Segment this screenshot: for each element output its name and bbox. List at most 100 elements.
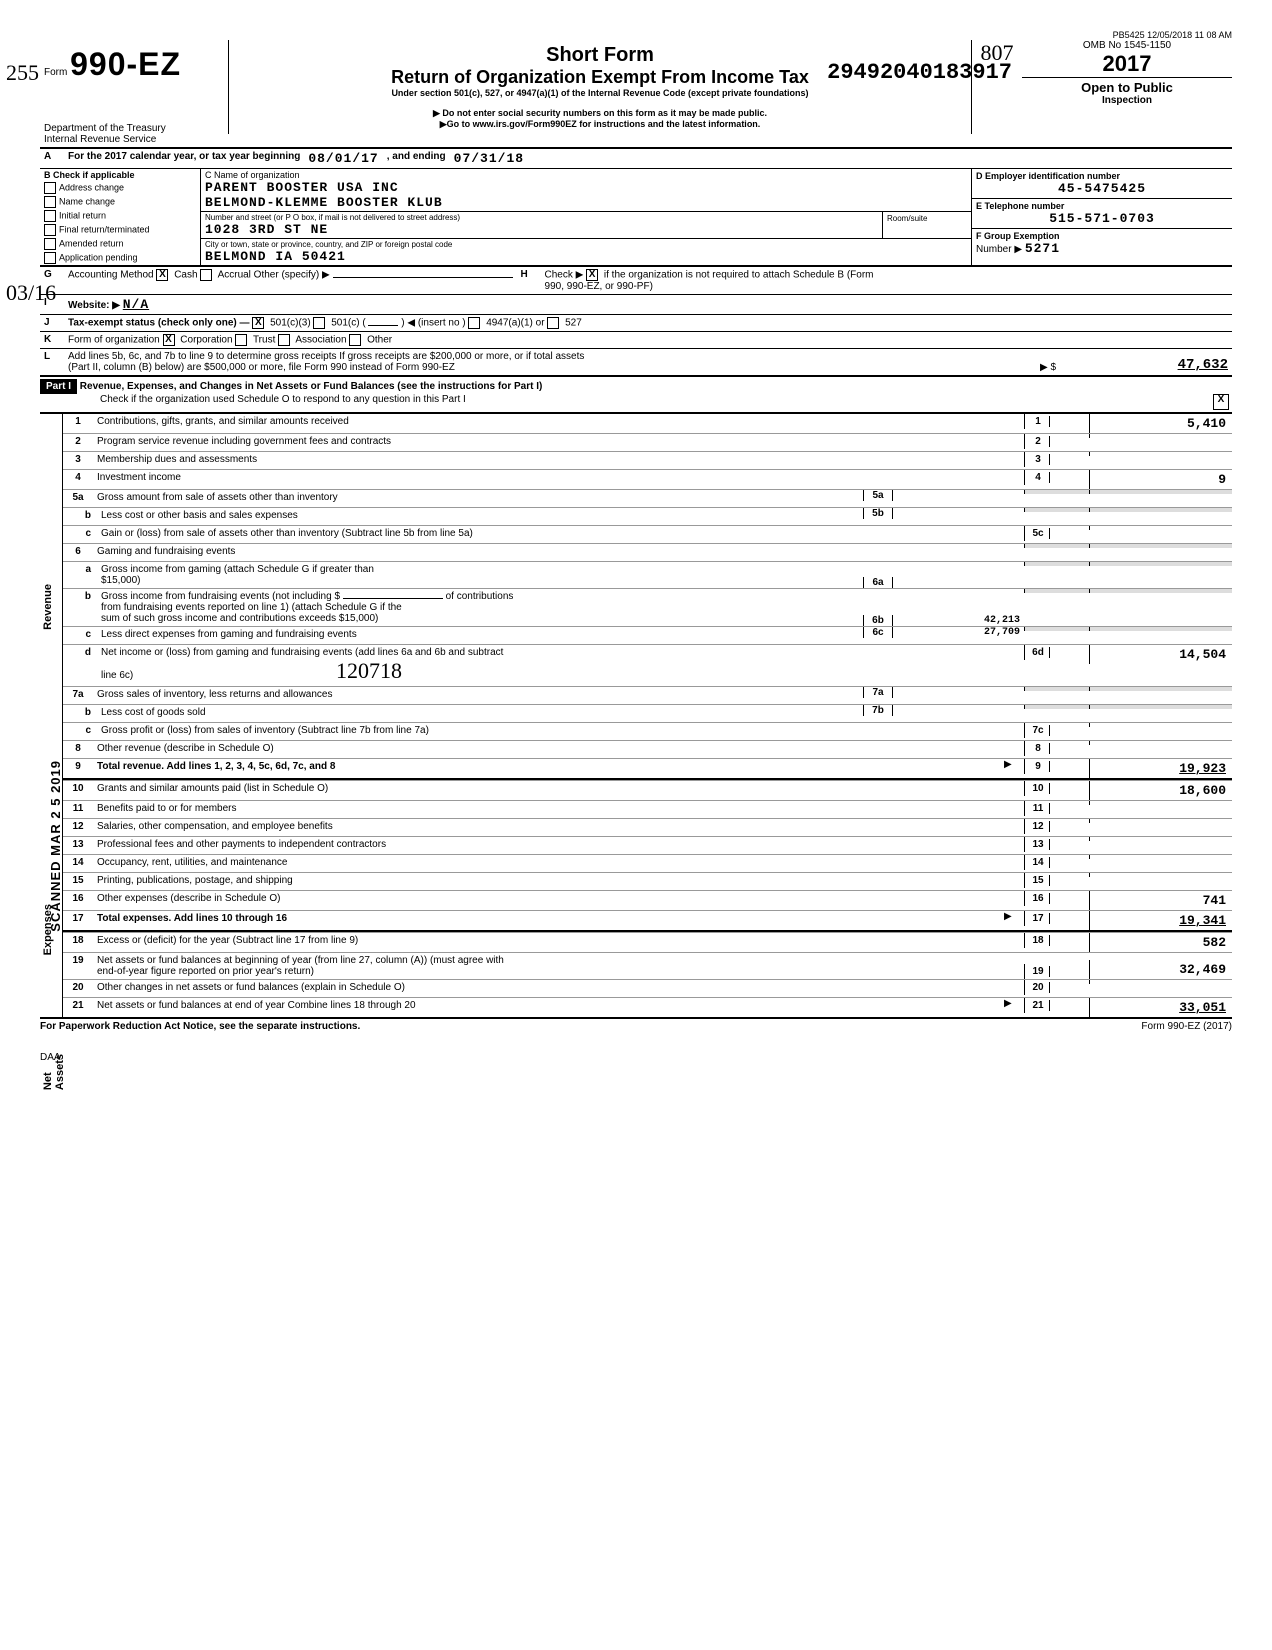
f-label2: Number ▶ — [976, 244, 1022, 255]
line-l: L Add lines 5b, 6c, and 7b to line 9 to … — [40, 349, 1232, 377]
line-14: 14Occupancy, rent, utilities, and mainte… — [63, 854, 1232, 872]
amt-10: 18,600 — [1089, 781, 1232, 800]
line-6a: a Gross income from gaming (attach Sched… — [63, 561, 1232, 588]
val-6c: 27,709 — [893, 627, 1024, 638]
amt-1: 5,410 — [1089, 414, 1232, 433]
line-6: 6Gaming and fundraising events — [63, 543, 1232, 561]
top-stamp: PB5425 12/05/2018 11 08 AM — [40, 30, 1232, 40]
omb-number: OMB No 1545-1150 — [1022, 40, 1232, 51]
amt-8 — [1089, 741, 1232, 745]
amt-4: 9 — [1089, 470, 1232, 489]
line-20: 20Other changes in net assets or fund ba… — [63, 979, 1232, 997]
j-501c3: 501(c)(3) — [270, 318, 311, 329]
line-j: J Tax-exempt status (check only one) — X… — [40, 315, 1232, 332]
cbx-501c3[interactable]: X — [252, 317, 264, 329]
k-other: Other — [367, 335, 392, 346]
amt-3 — [1089, 452, 1232, 456]
entity-block: B Check if applicable Address change Nam… — [40, 169, 1232, 267]
dept-treasury: Department of the Treasury — [44, 123, 224, 134]
cbx-assoc[interactable] — [278, 334, 290, 346]
city-label: City or town, state or province, country… — [205, 240, 967, 249]
addr-label: Number and street (or P O box, if mail i… — [205, 213, 878, 222]
amt-19: 32,469 — [1089, 960, 1232, 979]
cbx-name-change[interactable] — [44, 196, 56, 208]
cbx-amended[interactable] — [44, 238, 56, 250]
ssn-warning: ▶ Do not enter social security numbers o… — [237, 108, 963, 119]
amt-21: 33,051 — [1089, 998, 1232, 1017]
cbx-schedule-o[interactable]: X — [1213, 394, 1229, 410]
line-7b: bLess cost of goods sold 7b — [63, 704, 1232, 722]
amt-9: 19,923 — [1089, 759, 1232, 778]
dln-number: 29492040183917 — [827, 60, 1012, 85]
line-i: I Website: ▶ N/A — [40, 295, 1232, 315]
k-trust: Trust — [253, 335, 275, 346]
city-state-zip: BELMOND IA 50421 — [205, 249, 967, 264]
line-10: 10Grants and similar amounts paid (list … — [63, 780, 1232, 800]
line-1: 1Contributions, gifts, grants, and simil… — [63, 414, 1232, 433]
c-label: C Name of organization — [205, 170, 967, 180]
open-public-1: Open to Public — [1022, 77, 1232, 95]
line-a-mid: , and ending — [383, 149, 450, 168]
f-label: F Group Exemption — [976, 231, 1228, 241]
b-label: Check if applicable — [53, 170, 135, 180]
room-label: Room/suite — [887, 214, 967, 223]
cbx-501c[interactable] — [313, 317, 325, 329]
i-label: Website: ▶ — [68, 300, 120, 311]
k-corp: Corporation — [180, 335, 232, 346]
amt-18: 582 — [1089, 933, 1232, 952]
line-5b: bLess cost or other basis and sales expe… — [63, 507, 1232, 525]
part1-check-text: Check if the organization used Schedule … — [100, 394, 1213, 410]
line-8: 8Other revenue (describe in Schedule O)8 — [63, 740, 1232, 758]
line-13: 13Professional fees and other payments t… — [63, 836, 1232, 854]
line-17: 17Total expenses. Add lines 10 through 1… — [63, 910, 1232, 932]
website-value: N/A — [123, 297, 149, 312]
cbx-final-return[interactable] — [44, 224, 56, 236]
line-6b: b Gross income from fundraising events (… — [63, 588, 1232, 626]
line-5c: cGain or (loss) from sale of assets othe… — [63, 525, 1232, 543]
phone-value: 515-571-0703 — [976, 211, 1228, 226]
line-k: K Form of organization X Corporation Tru… — [40, 332, 1232, 349]
amt-6d: 14,504 — [1089, 645, 1232, 664]
part1-title: Revenue, Expenses, and Changes in Net As… — [80, 381, 543, 392]
cbx-4947[interactable] — [468, 317, 480, 329]
part1-body: Revenue Expenses Net Assets 1Contributio… — [40, 412, 1232, 1019]
cbx-other[interactable] — [349, 334, 361, 346]
cbx-527[interactable] — [547, 317, 559, 329]
b-item-4: Amended return — [59, 238, 124, 248]
line-6c: cLess direct expenses from gaming and fu… — [63, 626, 1232, 644]
line-9: 9Total revenue. Add lines 1, 2, 3, 4, 5c… — [63, 758, 1232, 780]
cbx-app-pending[interactable] — [44, 252, 56, 264]
cbx-cash[interactable]: X — [156, 269, 168, 281]
goto-url: ▶Go to www.irs.gov/Form990EZ for instruc… — [237, 119, 963, 130]
j-527: 527 — [565, 318, 582, 329]
val-6b: 42,213 — [893, 615, 1024, 626]
form-header: Form 990-EZ Department of the Treasury I… — [40, 40, 1232, 149]
group-exemption: 5271 — [1025, 241, 1060, 256]
side-revenue: Revenue — [42, 584, 54, 630]
cbx-accrual[interactable] — [200, 269, 212, 281]
part1-bar: Part I — [40, 379, 77, 394]
h-label: Check ▶ — [545, 270, 584, 281]
b-item-1: Name change — [59, 196, 115, 206]
cbx-address-change[interactable] — [44, 182, 56, 194]
cbx-corp[interactable]: X — [163, 334, 175, 346]
amt-16: 741 — [1089, 891, 1232, 910]
line-4: 4Investment income49 — [63, 469, 1232, 489]
g-cash: Cash — [174, 270, 197, 281]
org-name-1: PARENT BOOSTER USA INC — [205, 180, 967, 195]
j-4947: 4947(a)(1) or — [486, 318, 544, 329]
gross-receipts: 47,632 — [1084, 355, 1232, 375]
org-name-2: BELMOND-KLEMME BOOSTER KLUB — [205, 195, 967, 210]
amt-13 — [1089, 837, 1232, 841]
cbx-trust[interactable] — [235, 334, 247, 346]
cbx-initial-return[interactable] — [44, 210, 56, 222]
irs-label: Internal Revenue Service — [44, 134, 224, 145]
line-a-text: For the 2017 calendar year, or tax year … — [64, 149, 304, 168]
line-18: 18Excess or (deficit) for the year (Subt… — [63, 932, 1232, 952]
cbx-sched-b[interactable]: X — [586, 269, 598, 281]
line-12: 12Salaries, other compensation, and empl… — [63, 818, 1232, 836]
handwritten-255: 255 — [6, 60, 39, 86]
amt-14 — [1089, 855, 1232, 859]
k-assoc: Association — [295, 335, 346, 346]
l-text1: Add lines 5b, 6c, and 7b to line 9 to de… — [68, 351, 1032, 362]
